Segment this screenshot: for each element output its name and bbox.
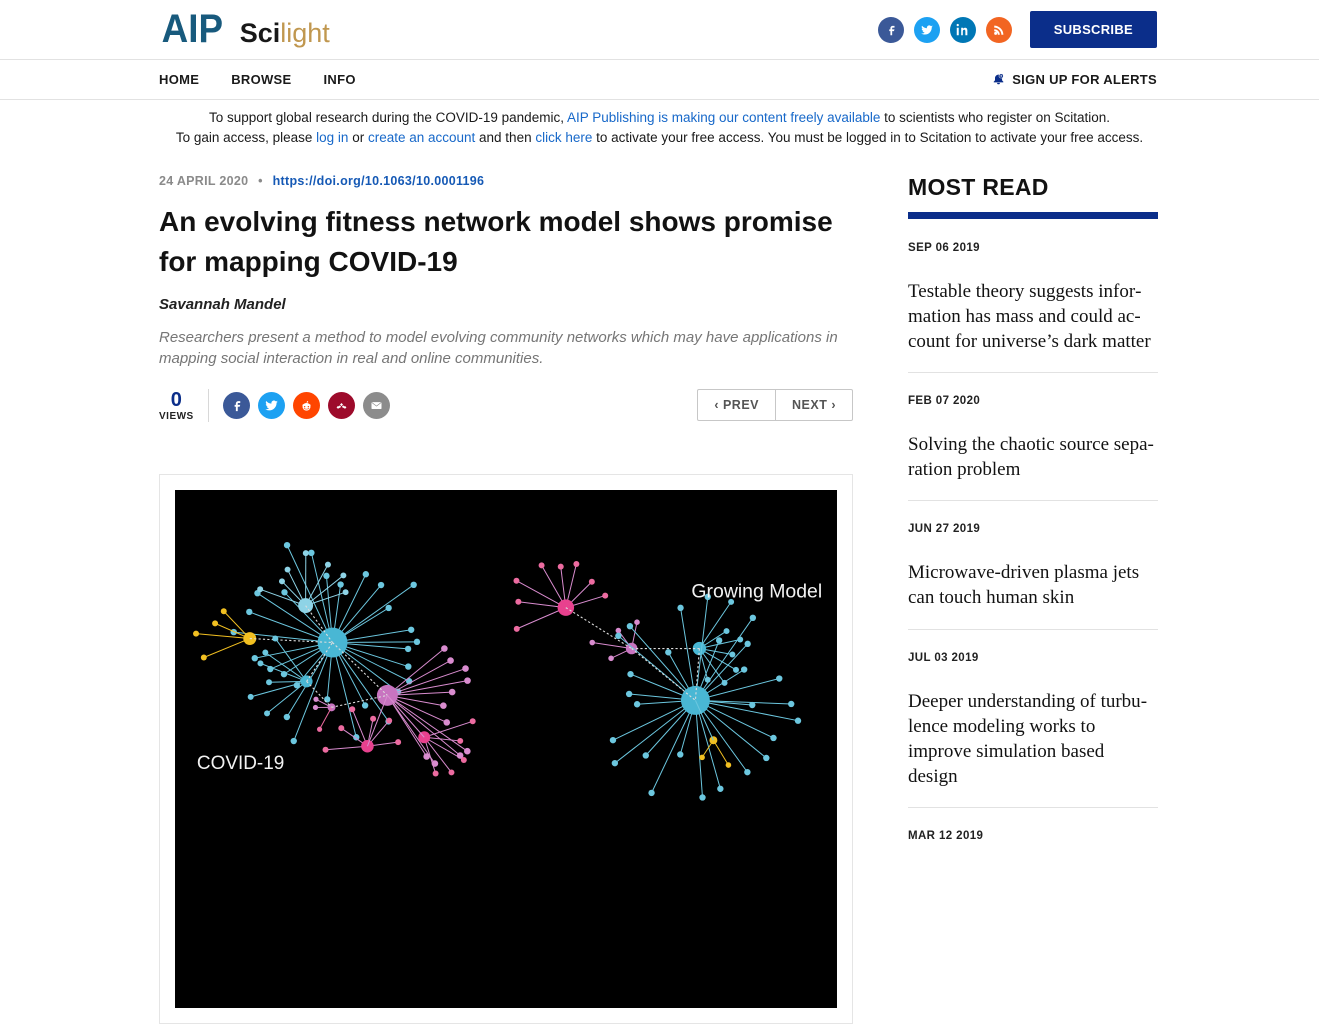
svg-text:Growing Model: Growing Model	[691, 580, 822, 602]
svg-text:COVID-19: COVID-19	[197, 753, 284, 774]
